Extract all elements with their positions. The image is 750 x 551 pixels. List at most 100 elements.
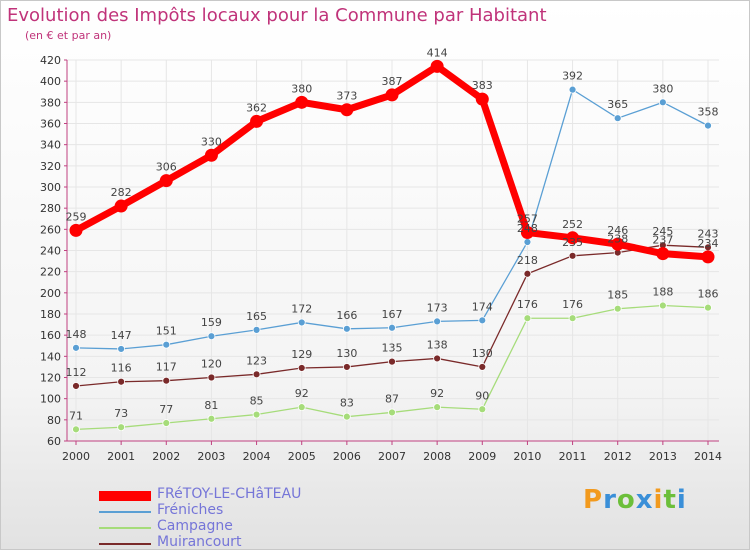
data-point xyxy=(72,425,80,434)
data-label: 218 xyxy=(517,254,538,267)
brand-letter: t xyxy=(663,485,677,515)
data-point xyxy=(207,414,216,423)
data-label: 116 xyxy=(111,362,132,375)
data-label: 87 xyxy=(385,392,399,405)
data-label: 123 xyxy=(246,354,267,367)
data-point xyxy=(69,223,83,237)
x-tick-label: 2006 xyxy=(333,450,361,463)
y-tick-label: 100 xyxy=(40,393,61,406)
data-label: 135 xyxy=(382,342,403,355)
data-point xyxy=(704,303,712,312)
data-label: 373 xyxy=(336,90,357,103)
data-label: 383 xyxy=(472,79,493,92)
data-label: 358 xyxy=(698,106,719,119)
data-label: 92 xyxy=(430,387,444,400)
chart-subtitle: (en € et par an) xyxy=(25,29,112,42)
x-tick-label: 2007 xyxy=(378,450,406,463)
data-label: 147 xyxy=(111,329,132,342)
data-point xyxy=(478,405,487,414)
data-label: 234 xyxy=(698,237,719,250)
data-point xyxy=(297,318,306,327)
data-label: 246 xyxy=(607,224,628,237)
legend-swatch xyxy=(99,527,151,529)
data-label: 129 xyxy=(291,348,312,361)
data-point xyxy=(342,363,351,371)
data-point xyxy=(162,376,171,385)
brand-letter: P xyxy=(583,485,604,515)
y-tick-label: 220 xyxy=(40,266,61,279)
data-label: 77 xyxy=(159,403,173,416)
y-tick-label: 280 xyxy=(40,202,61,215)
data-point xyxy=(385,88,399,102)
data-point xyxy=(520,226,534,240)
x-tick-label: 2013 xyxy=(649,450,677,463)
data-point xyxy=(658,301,667,310)
data-label: 362 xyxy=(246,101,267,114)
y-tick-label: 320 xyxy=(40,160,61,173)
data-point xyxy=(388,408,396,417)
data-label: 172 xyxy=(291,302,312,315)
data-point xyxy=(388,357,396,366)
data-point xyxy=(613,304,622,313)
data-point xyxy=(250,114,264,128)
legend-label: Muirancourt xyxy=(157,534,242,550)
y-tick-label: 160 xyxy=(40,329,61,342)
data-label: 148 xyxy=(66,328,87,341)
data-label: 248 xyxy=(517,222,538,235)
data-label: 117 xyxy=(156,361,177,374)
data-label: 257 xyxy=(517,213,538,226)
data-point xyxy=(523,314,532,323)
data-label: 85 xyxy=(250,395,264,408)
data-label: 252 xyxy=(562,218,583,231)
data-point xyxy=(611,237,625,251)
data-point xyxy=(478,363,487,371)
data-label: 392 xyxy=(562,70,583,83)
y-tick-label: 200 xyxy=(40,287,61,300)
data-label: 176 xyxy=(562,298,583,311)
brand-letter: x xyxy=(635,485,654,515)
data-point xyxy=(568,314,577,323)
chart-title: Evolution des Impôts locaux pour la Comm… xyxy=(7,5,547,26)
data-label: 130 xyxy=(472,347,493,360)
data-label: 167 xyxy=(382,308,403,321)
y-tick-label: 240 xyxy=(40,245,61,258)
legend-swatch xyxy=(99,491,151,501)
y-tick-label: 120 xyxy=(40,372,61,385)
data-label: 238 xyxy=(607,233,628,246)
data-point xyxy=(252,370,261,379)
data-label: 387 xyxy=(382,75,403,88)
y-tick-label: 60 xyxy=(47,435,61,448)
data-label: 245 xyxy=(652,225,673,238)
x-tick-label: 2010 xyxy=(513,450,541,463)
x-tick-label: 2009 xyxy=(468,450,496,463)
data-point xyxy=(72,382,80,390)
y-tick-label: 180 xyxy=(40,308,61,321)
data-point xyxy=(207,373,216,382)
data-point xyxy=(430,59,444,73)
data-point xyxy=(433,317,442,326)
x-tick-label: 2008 xyxy=(423,450,451,463)
data-label: 166 xyxy=(336,309,357,322)
data-label: 112 xyxy=(66,366,87,379)
y-tick-label: 360 xyxy=(40,118,61,131)
legend-swatch xyxy=(99,511,151,513)
data-point xyxy=(433,354,442,363)
data-label: 185 xyxy=(607,289,628,302)
data-label: 380 xyxy=(291,82,312,95)
data-label: 83 xyxy=(340,397,354,410)
data-point xyxy=(162,340,171,349)
data-label: 414 xyxy=(427,46,448,59)
y-tick-label: 140 xyxy=(40,350,61,363)
data-label: 138 xyxy=(427,338,448,351)
data-point xyxy=(295,95,309,109)
x-tick-label: 2014 xyxy=(694,450,722,463)
x-tick-label: 2000 xyxy=(62,450,90,463)
data-point xyxy=(478,316,487,325)
data-point xyxy=(701,250,715,264)
data-point xyxy=(252,410,261,419)
legend-swatch xyxy=(99,543,151,545)
data-label: 306 xyxy=(156,161,177,174)
data-point xyxy=(117,377,126,386)
data-label: 173 xyxy=(427,301,448,314)
